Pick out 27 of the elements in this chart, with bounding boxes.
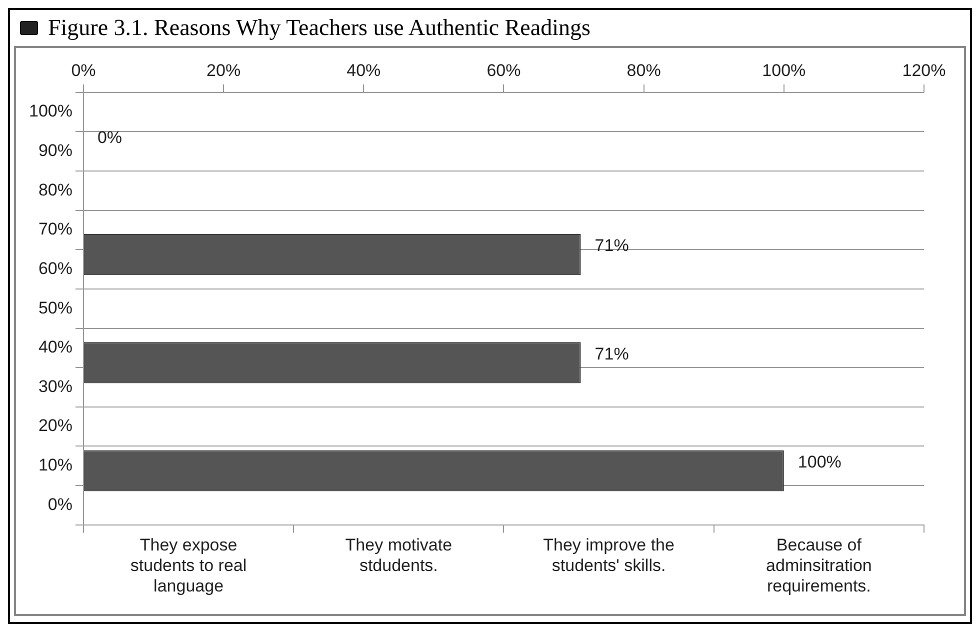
y2-tick-label: 0% (48, 494, 72, 514)
y2-tick-label: 80% (38, 180, 72, 200)
x-tick-label: 120% (902, 60, 946, 80)
data-label: 100% (798, 452, 842, 472)
y2-tick-label: 30% (38, 376, 72, 396)
y2-tick-label: 20% (38, 416, 72, 436)
x-tick-label: 40% (346, 60, 381, 80)
y2-tick-label: 70% (38, 220, 72, 239)
text: Because of adminsitration requirements. (766, 536, 872, 596)
x-tick-label: 20% (206, 60, 241, 80)
text: They motivate stdudents. (345, 536, 452, 576)
data-label: 71% (594, 344, 629, 364)
y2-tick-label: 40% (38, 338, 72, 357)
y2-tick-label: 50% (38, 298, 72, 318)
text: They expose students to real language (130, 536, 247, 596)
x-tick-label: 100% (762, 60, 806, 80)
data-label: 71% (594, 236, 629, 256)
y2-tick-label: 10% (38, 456, 72, 475)
chart-title: Figure 3.1. Reasons Why Teachers use Authentic Readings (48, 15, 590, 41)
data-label: 0% (97, 128, 122, 148)
text: They improve the students' skills. (543, 536, 674, 576)
x-tick-label: 80% (626, 60, 661, 80)
y2-tick-label: 100% (28, 102, 72, 121)
y2-tick-label: 60% (38, 258, 72, 278)
y2-tick-label: 90% (38, 141, 72, 160)
x-tick-label: 0% (71, 60, 96, 80)
x-tick-label: 60% (486, 60, 521, 80)
